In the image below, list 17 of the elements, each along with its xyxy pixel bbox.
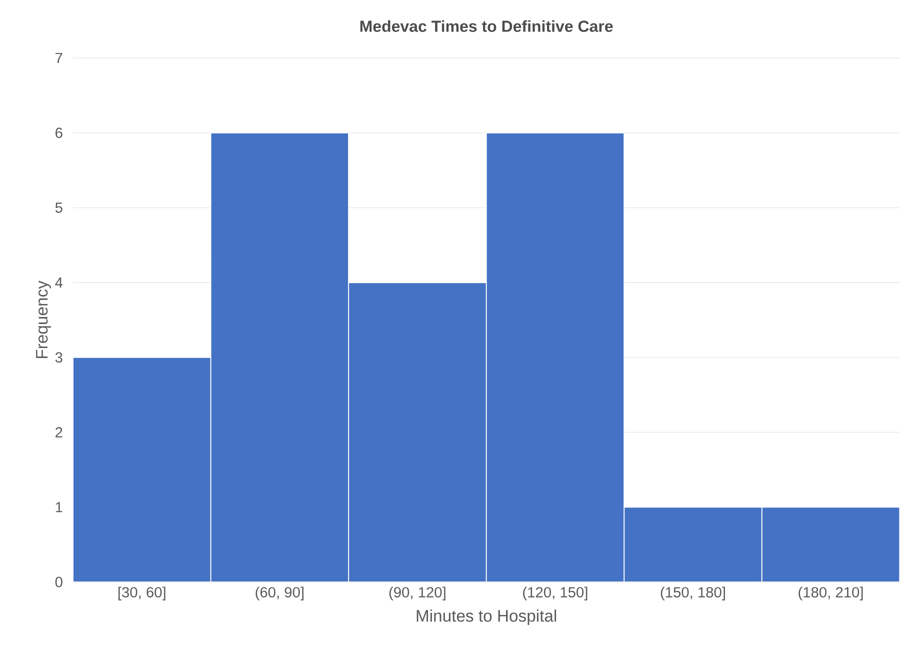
x-tick-label: [30, 60] [118, 586, 166, 600]
y-tick-label: 6 [56, 128, 62, 138]
y-tick-label: 2 [56, 427, 62, 438]
x-tick-label: (180, 210] [798, 586, 863, 600]
x-axis-title: Minutes to Hospital [416, 610, 556, 626]
x-tick-label: (120, 150] [523, 586, 588, 600]
x-tick-label: (90, 120] [389, 586, 446, 600]
chart-title: Medevac Times to Definitive Care [360, 20, 613, 32]
y-tick-label: 4 [55, 278, 63, 288]
x-tick-label: (60, 90] [256, 586, 304, 600]
y-tick-label: 0 [55, 576, 62, 588]
y-tick-label: 1 [56, 502, 62, 512]
y-tick-label: 5 [55, 202, 62, 213]
y-axis-title: Frequency [36, 280, 51, 358]
y-tick-label: 7 [56, 52, 62, 64]
y-tick-label: 3 [55, 352, 62, 363]
x-tick-label: (150, 180] [660, 586, 725, 600]
